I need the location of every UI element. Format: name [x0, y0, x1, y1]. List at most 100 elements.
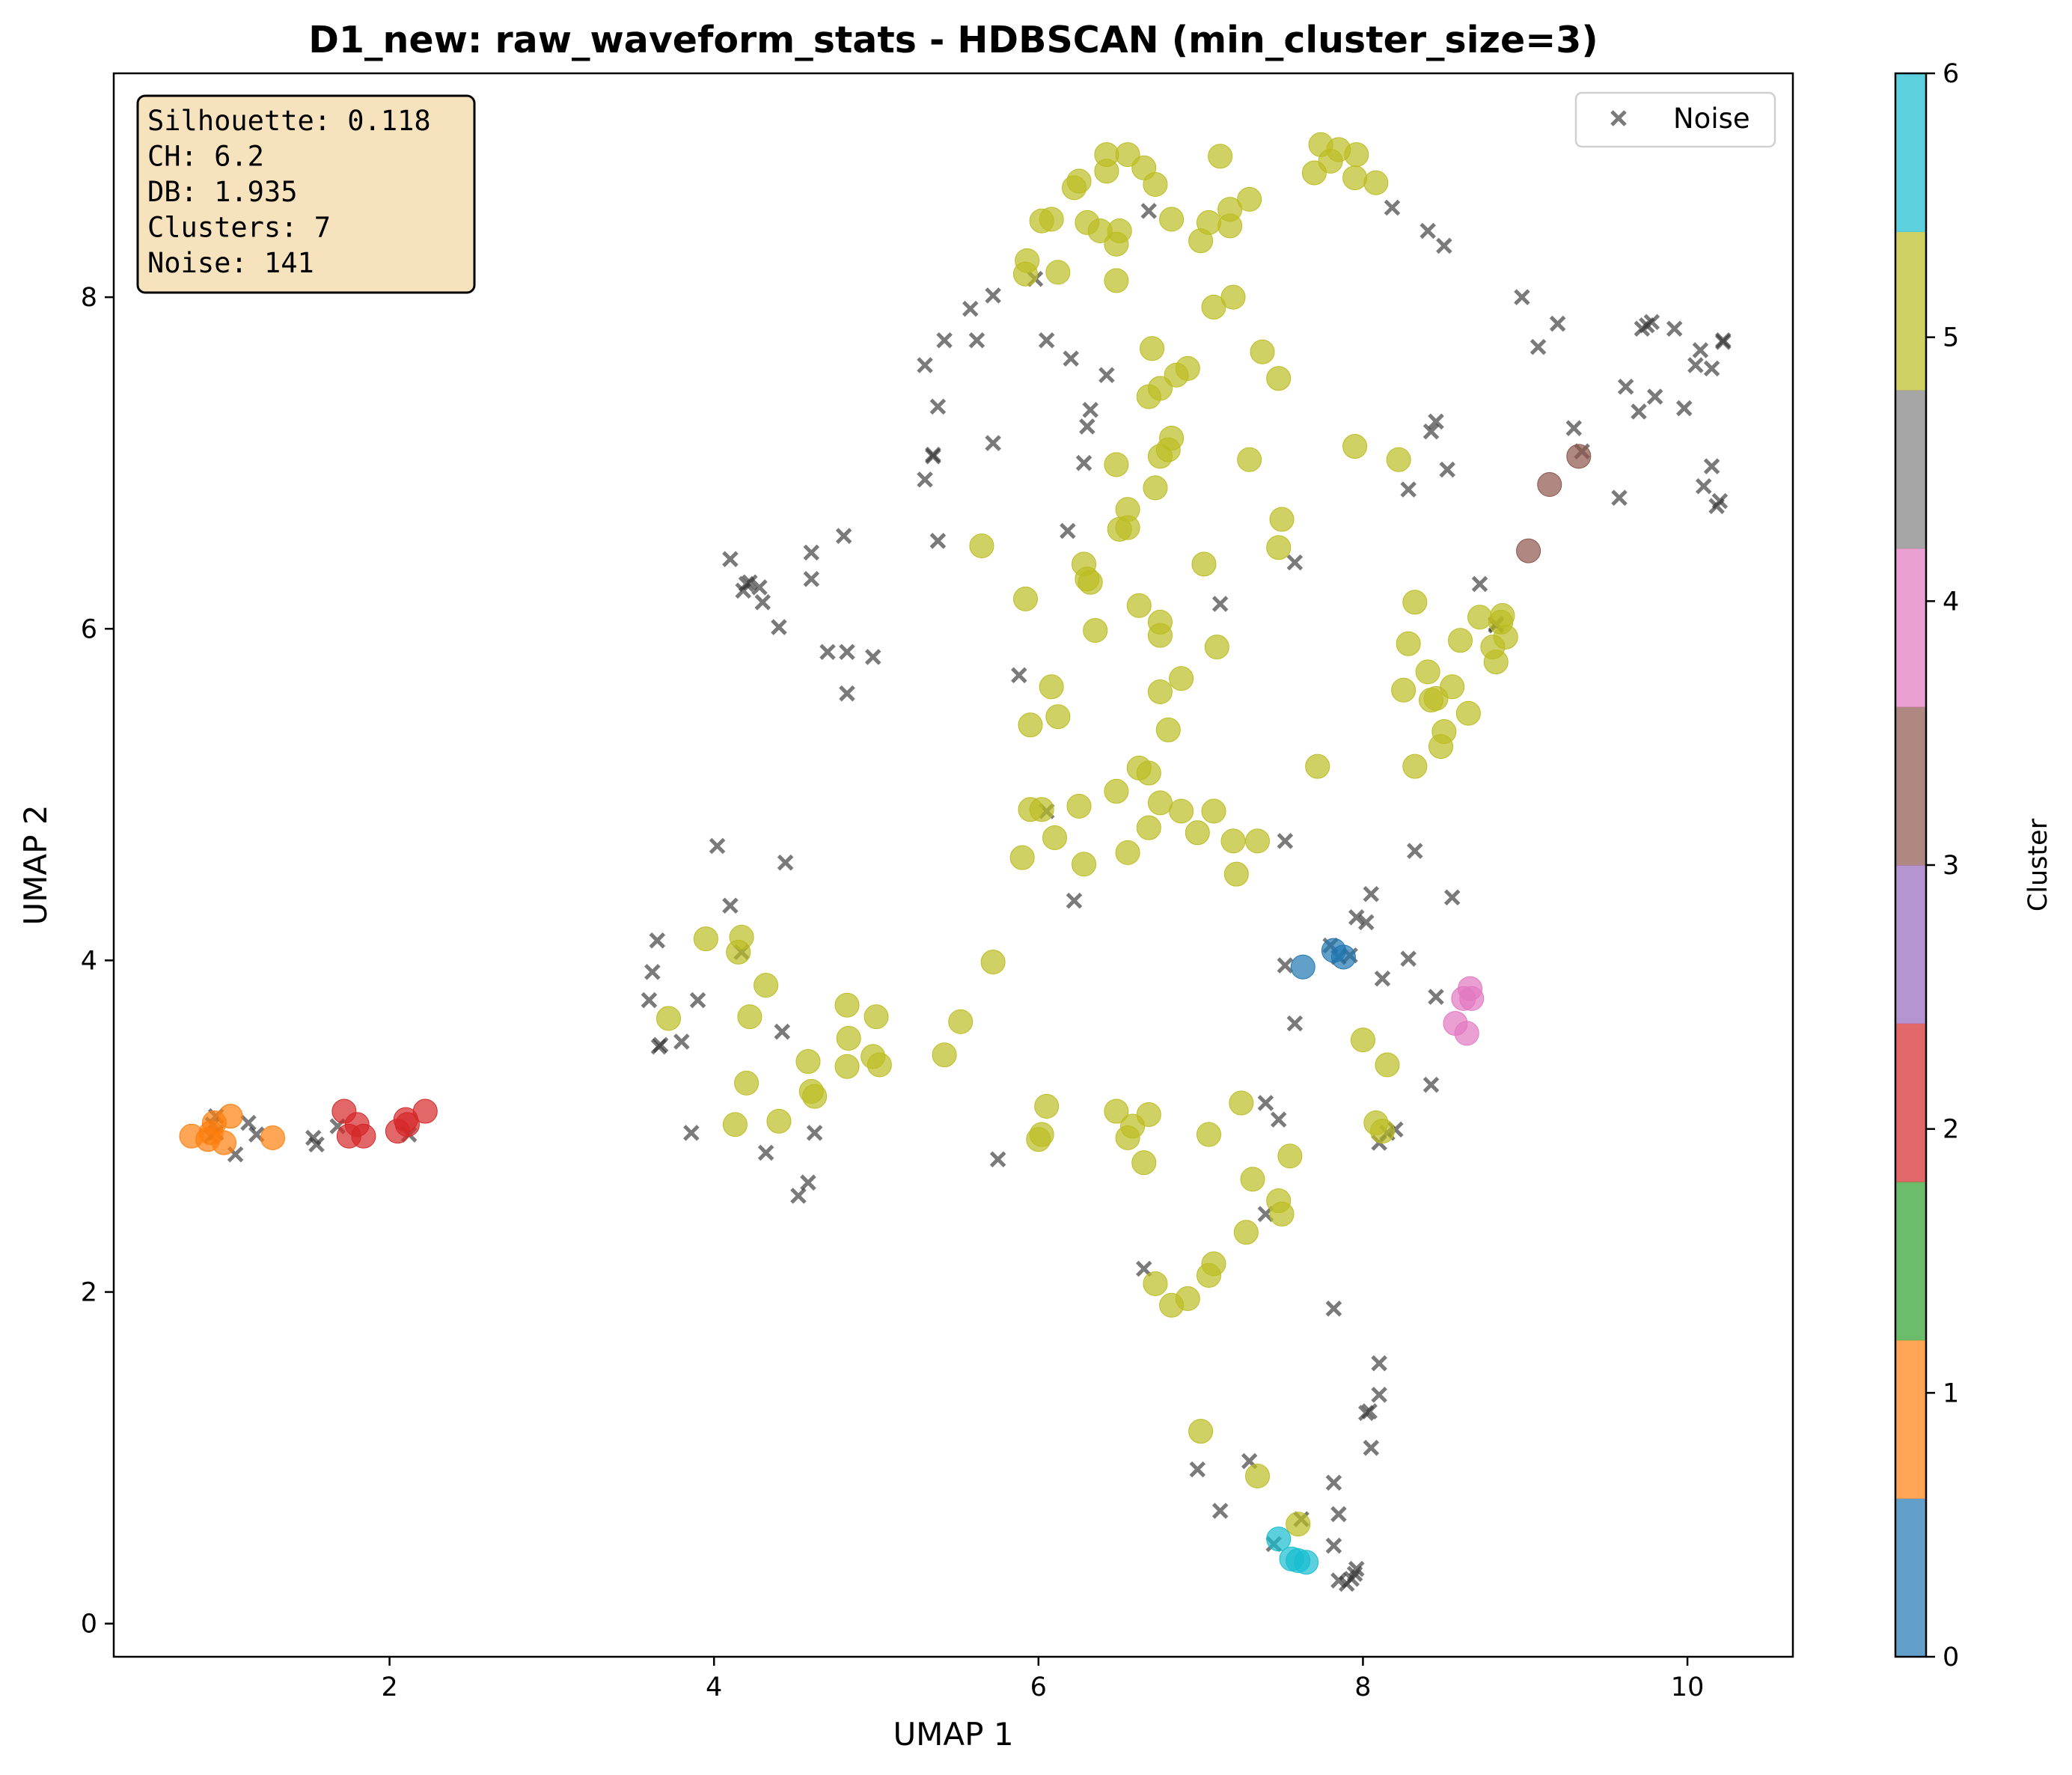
cluster-5-point: [1136, 760, 1161, 786]
cluster-5-point: [1201, 798, 1226, 824]
noise-point: [1715, 334, 1732, 350]
colorbar-segment: [1895, 73, 1926, 233]
noise-point: [1549, 315, 1566, 332]
noise-point: [1711, 492, 1729, 510]
cluster-5-point: [834, 992, 860, 1018]
cluster-5-point: [1018, 712, 1043, 738]
cluster-5-point: [734, 1070, 760, 1096]
noise-point: [1277, 833, 1294, 849]
noise-point: [917, 357, 933, 373]
noise-point: [1361, 1403, 1378, 1420]
cluster-5-point: [1342, 434, 1368, 459]
cluster-5-point: [1042, 825, 1068, 850]
noise-point: [1211, 1503, 1229, 1519]
colorbar-segment: [1895, 231, 1926, 391]
noise-point: [835, 528, 852, 544]
noise-point: [1703, 458, 1720, 474]
noise-point: [1011, 667, 1027, 684]
cluster-5-point: [1169, 798, 1194, 824]
x-axis-label: UMAP 1: [893, 1716, 1013, 1753]
noise-point: [1643, 314, 1660, 331]
colorbar-tick-label: 4: [1943, 587, 1959, 617]
cluster-5-point: [836, 1026, 861, 1051]
cluster-5-point: [1107, 218, 1132, 243]
cluster-2-point: [394, 1112, 420, 1137]
colorbar-tick-label: 3: [1943, 851, 1959, 881]
noise-point: [1371, 1387, 1387, 1403]
noise-point: [1428, 989, 1444, 1005]
noise-point: [1358, 914, 1375, 931]
y-tick-label: 0: [81, 1610, 97, 1640]
noise-point: [839, 644, 855, 661]
cluster-5-point: [1204, 635, 1229, 660]
cluster-5-point: [1269, 1201, 1295, 1226]
cluster-5-point: [1045, 260, 1071, 285]
x-tick-label: 10: [1671, 1672, 1705, 1702]
cluster-5-point: [1175, 1286, 1200, 1311]
colorbar-label: Cluster: [2023, 818, 2053, 911]
cluster-0-point: [1290, 954, 1315, 980]
cluster-5-point: [1201, 294, 1226, 320]
noise-point: [1514, 289, 1530, 305]
noise-point: [917, 471, 933, 488]
cluster-5-point: [948, 1009, 974, 1034]
noise-point: [985, 435, 1001, 451]
cluster-5-point: [864, 1004, 889, 1030]
noise-point: [777, 854, 794, 871]
noise-point: [1695, 477, 1712, 495]
noise-point: [1703, 360, 1720, 377]
cluster-5-point: [1185, 820, 1210, 846]
noise-point: [936, 332, 953, 349]
noise-point: [751, 579, 768, 596]
stats-line: Clusters: 7: [147, 212, 331, 244]
cluster-5-point: [1237, 447, 1262, 472]
cluster-5-point: [1143, 171, 1168, 197]
y-tick-label: 6: [81, 614, 97, 644]
noise-point: [644, 964, 661, 980]
cluster-5-point: [1159, 207, 1185, 232]
cluster-5-point: [766, 1108, 792, 1134]
noise-point: [1666, 320, 1683, 337]
legend-noise-label: Noise: [1673, 103, 1750, 135]
cluster-5-point: [1066, 168, 1092, 194]
stats-line: CH: 6.2: [147, 141, 264, 173]
noise-point: [1060, 522, 1076, 540]
cluster-3-point: [1537, 471, 1562, 497]
cluster-1-point: [260, 1125, 285, 1150]
stats-box-frame: [136, 94, 476, 294]
noise-point: [1325, 1537, 1342, 1554]
noise-point: [1135, 1260, 1152, 1277]
y-tick-label: 4: [81, 946, 97, 976]
noise-point: [1692, 342, 1709, 358]
noise-point: [649, 932, 666, 949]
colorbar-segment: [1895, 1182, 1926, 1341]
cluster-5-point: [980, 950, 1006, 975]
noise-point: [1374, 971, 1391, 987]
cluster-5-point: [1286, 1512, 1311, 1537]
cluster-5-point: [1440, 674, 1465, 700]
cluster-5-point: [1448, 628, 1473, 653]
cluster-5-point: [795, 1049, 821, 1075]
noise-point: [1565, 420, 1583, 436]
cluster-5-point: [867, 1052, 892, 1078]
cluster-5-point: [1223, 861, 1249, 887]
cluster-5-point: [1490, 603, 1515, 629]
noise-point: [742, 574, 758, 590]
cluster-5-point: [1229, 1090, 1254, 1116]
noise-point: [1631, 403, 1647, 420]
cluster-5-point: [1196, 1122, 1221, 1147]
cluster-5-point: [1147, 623, 1173, 648]
cluster-0-point: [1330, 944, 1356, 970]
colorbar-segment: [1895, 1339, 1926, 1499]
cluster-5-point: [1169, 666, 1194, 691]
noise-point: [1066, 892, 1083, 909]
colorbar: 0 1 2 3 4 5 6 Cluster: [1894, 59, 2053, 1672]
noise-point: [1075, 454, 1092, 471]
noise-point: [1330, 1506, 1347, 1523]
noise-point: [1348, 1560, 1365, 1577]
cluster-4-point: [1454, 1021, 1479, 1046]
noise-point: [1428, 413, 1444, 430]
y-tick-label: 2: [81, 1278, 97, 1308]
